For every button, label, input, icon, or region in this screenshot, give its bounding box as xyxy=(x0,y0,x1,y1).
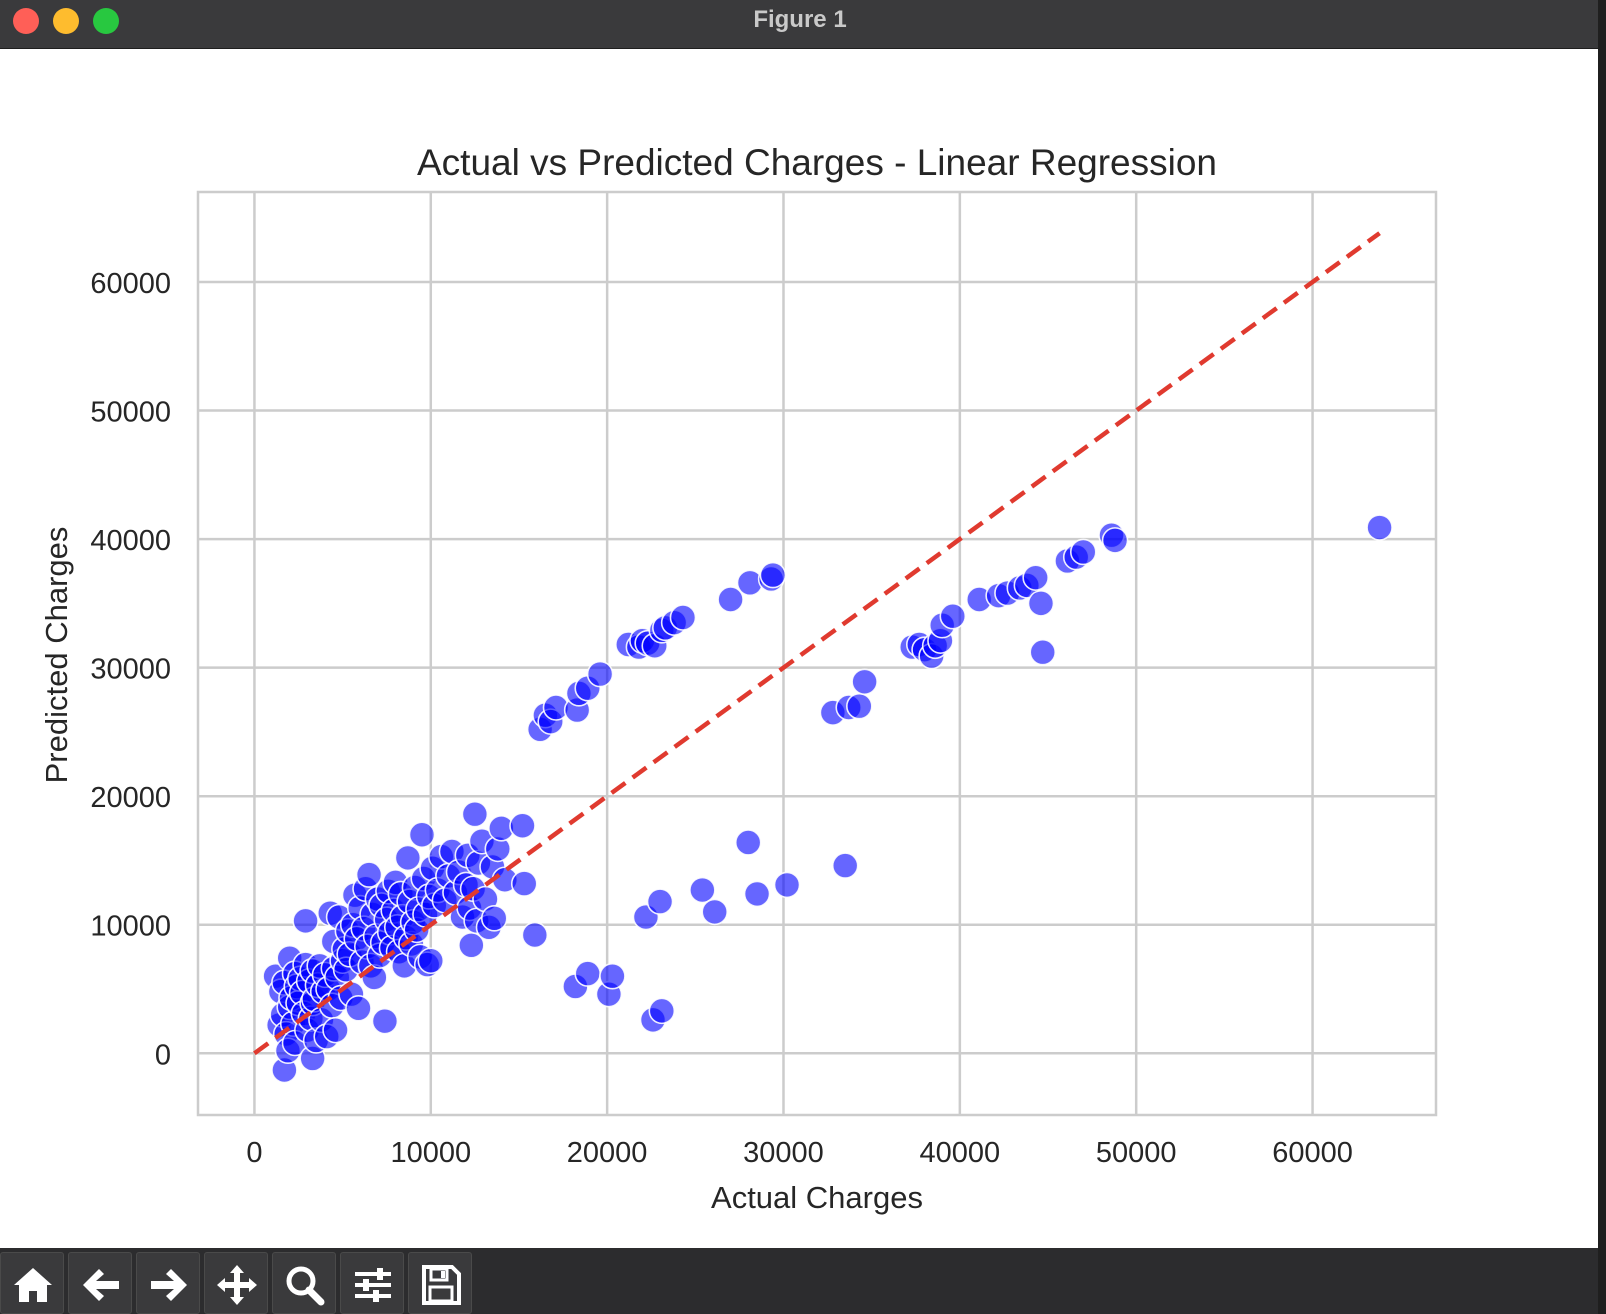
data-point xyxy=(1022,564,1049,591)
data-point xyxy=(701,898,729,926)
data-point xyxy=(461,800,489,828)
x-tick-label: 20000 xyxy=(567,1137,648,1169)
y-tick-label: 10000 xyxy=(90,911,171,943)
y-axis-label: Predicted Charges xyxy=(39,527,74,784)
maximize-button[interactable] xyxy=(93,8,119,34)
y-tick-labels: 0 10000 20000 30000 40000 50000 60000 xyxy=(90,268,171,1071)
data-point xyxy=(831,852,859,879)
configure-subplots-button[interactable] xyxy=(340,1252,404,1314)
window-title: Figure 1 xyxy=(753,6,847,33)
data-point xyxy=(322,1016,349,1044)
zoom-magnifier-icon xyxy=(286,1266,325,1306)
grid-lines xyxy=(198,192,1436,1115)
data-point xyxy=(345,995,372,1022)
data-point xyxy=(939,602,967,630)
data-point xyxy=(1029,638,1057,666)
save-floppy-icon xyxy=(422,1265,461,1305)
y-tick-label: 60000 xyxy=(90,268,171,300)
data-point xyxy=(509,812,536,840)
back-button[interactable] xyxy=(68,1252,132,1314)
data-point xyxy=(773,871,801,899)
minimize-button[interactable] xyxy=(53,8,79,34)
data-point xyxy=(394,844,422,872)
y-tick-label: 0 xyxy=(155,1039,171,1071)
zoom-button[interactable] xyxy=(272,1252,336,1314)
axes-frame xyxy=(196,190,1438,1117)
window-edge xyxy=(1598,0,1606,1314)
x-tick-label: 60000 xyxy=(1272,1137,1353,1169)
x-tick-label: 10000 xyxy=(390,1137,471,1169)
data-point xyxy=(521,921,549,949)
navigation-toolbar xyxy=(0,1248,1600,1314)
back-arrow-icon xyxy=(83,1269,119,1301)
data-point xyxy=(361,964,388,991)
data-point xyxy=(1069,538,1097,566)
data-point xyxy=(851,668,878,696)
data-point xyxy=(734,829,762,856)
home-icon xyxy=(14,1268,52,1302)
pan-button[interactable] xyxy=(204,1252,268,1314)
data-point xyxy=(510,870,538,897)
forward-arrow-icon xyxy=(151,1269,187,1301)
data-point xyxy=(292,907,319,935)
x-tick-labels: 0 10000 20000 30000 40000 50000 60000 xyxy=(246,1137,1353,1169)
data-point xyxy=(846,692,873,720)
data-point xyxy=(417,947,445,975)
data-point xyxy=(355,861,383,888)
y-tick-label: 40000 xyxy=(90,525,171,557)
x-tick-label: 30000 xyxy=(743,1137,824,1169)
forward-button[interactable] xyxy=(136,1252,200,1314)
data-point xyxy=(1101,527,1129,554)
scatter-chart: 0 10000 20000 30000 40000 50000 60000 0 10000 20… xyxy=(39,142,1438,1215)
y-tick-label: 50000 xyxy=(90,397,171,429)
data-point xyxy=(574,960,602,987)
data-point xyxy=(717,586,744,613)
data-point xyxy=(669,604,697,631)
configure-subplots-icon xyxy=(355,1268,391,1302)
data-point xyxy=(648,997,676,1025)
data-point xyxy=(408,821,436,849)
data-point xyxy=(599,962,626,990)
y-tick-label: 30000 xyxy=(90,654,171,686)
x-tick-label: 0 xyxy=(246,1137,262,1169)
data-point xyxy=(586,660,614,688)
data-point xyxy=(689,876,716,904)
x-axis-label: Actual Charges xyxy=(711,1180,923,1215)
data-point xyxy=(743,880,771,908)
reference-line-y-equals-x xyxy=(253,231,1381,1056)
data-point xyxy=(371,1007,399,1035)
scatter-points xyxy=(262,514,1393,1084)
data-point xyxy=(1366,514,1393,541)
close-button[interactable] xyxy=(13,8,39,34)
data-point xyxy=(646,888,674,915)
chart-title: Actual vs Predicted Charges - Linear Reg… xyxy=(417,142,1217,183)
data-point xyxy=(1027,590,1055,617)
data-point xyxy=(759,561,787,589)
pan-move-icon xyxy=(217,1265,257,1305)
x-tick-label: 50000 xyxy=(1096,1137,1177,1169)
data-point xyxy=(480,905,508,932)
save-button[interactable] xyxy=(408,1252,472,1314)
x-tick-label: 40000 xyxy=(920,1137,1001,1169)
home-button[interactable] xyxy=(0,1252,64,1314)
title-bar[interactable]: Figure 1 xyxy=(0,0,1600,49)
y-tick-label: 20000 xyxy=(90,782,171,814)
